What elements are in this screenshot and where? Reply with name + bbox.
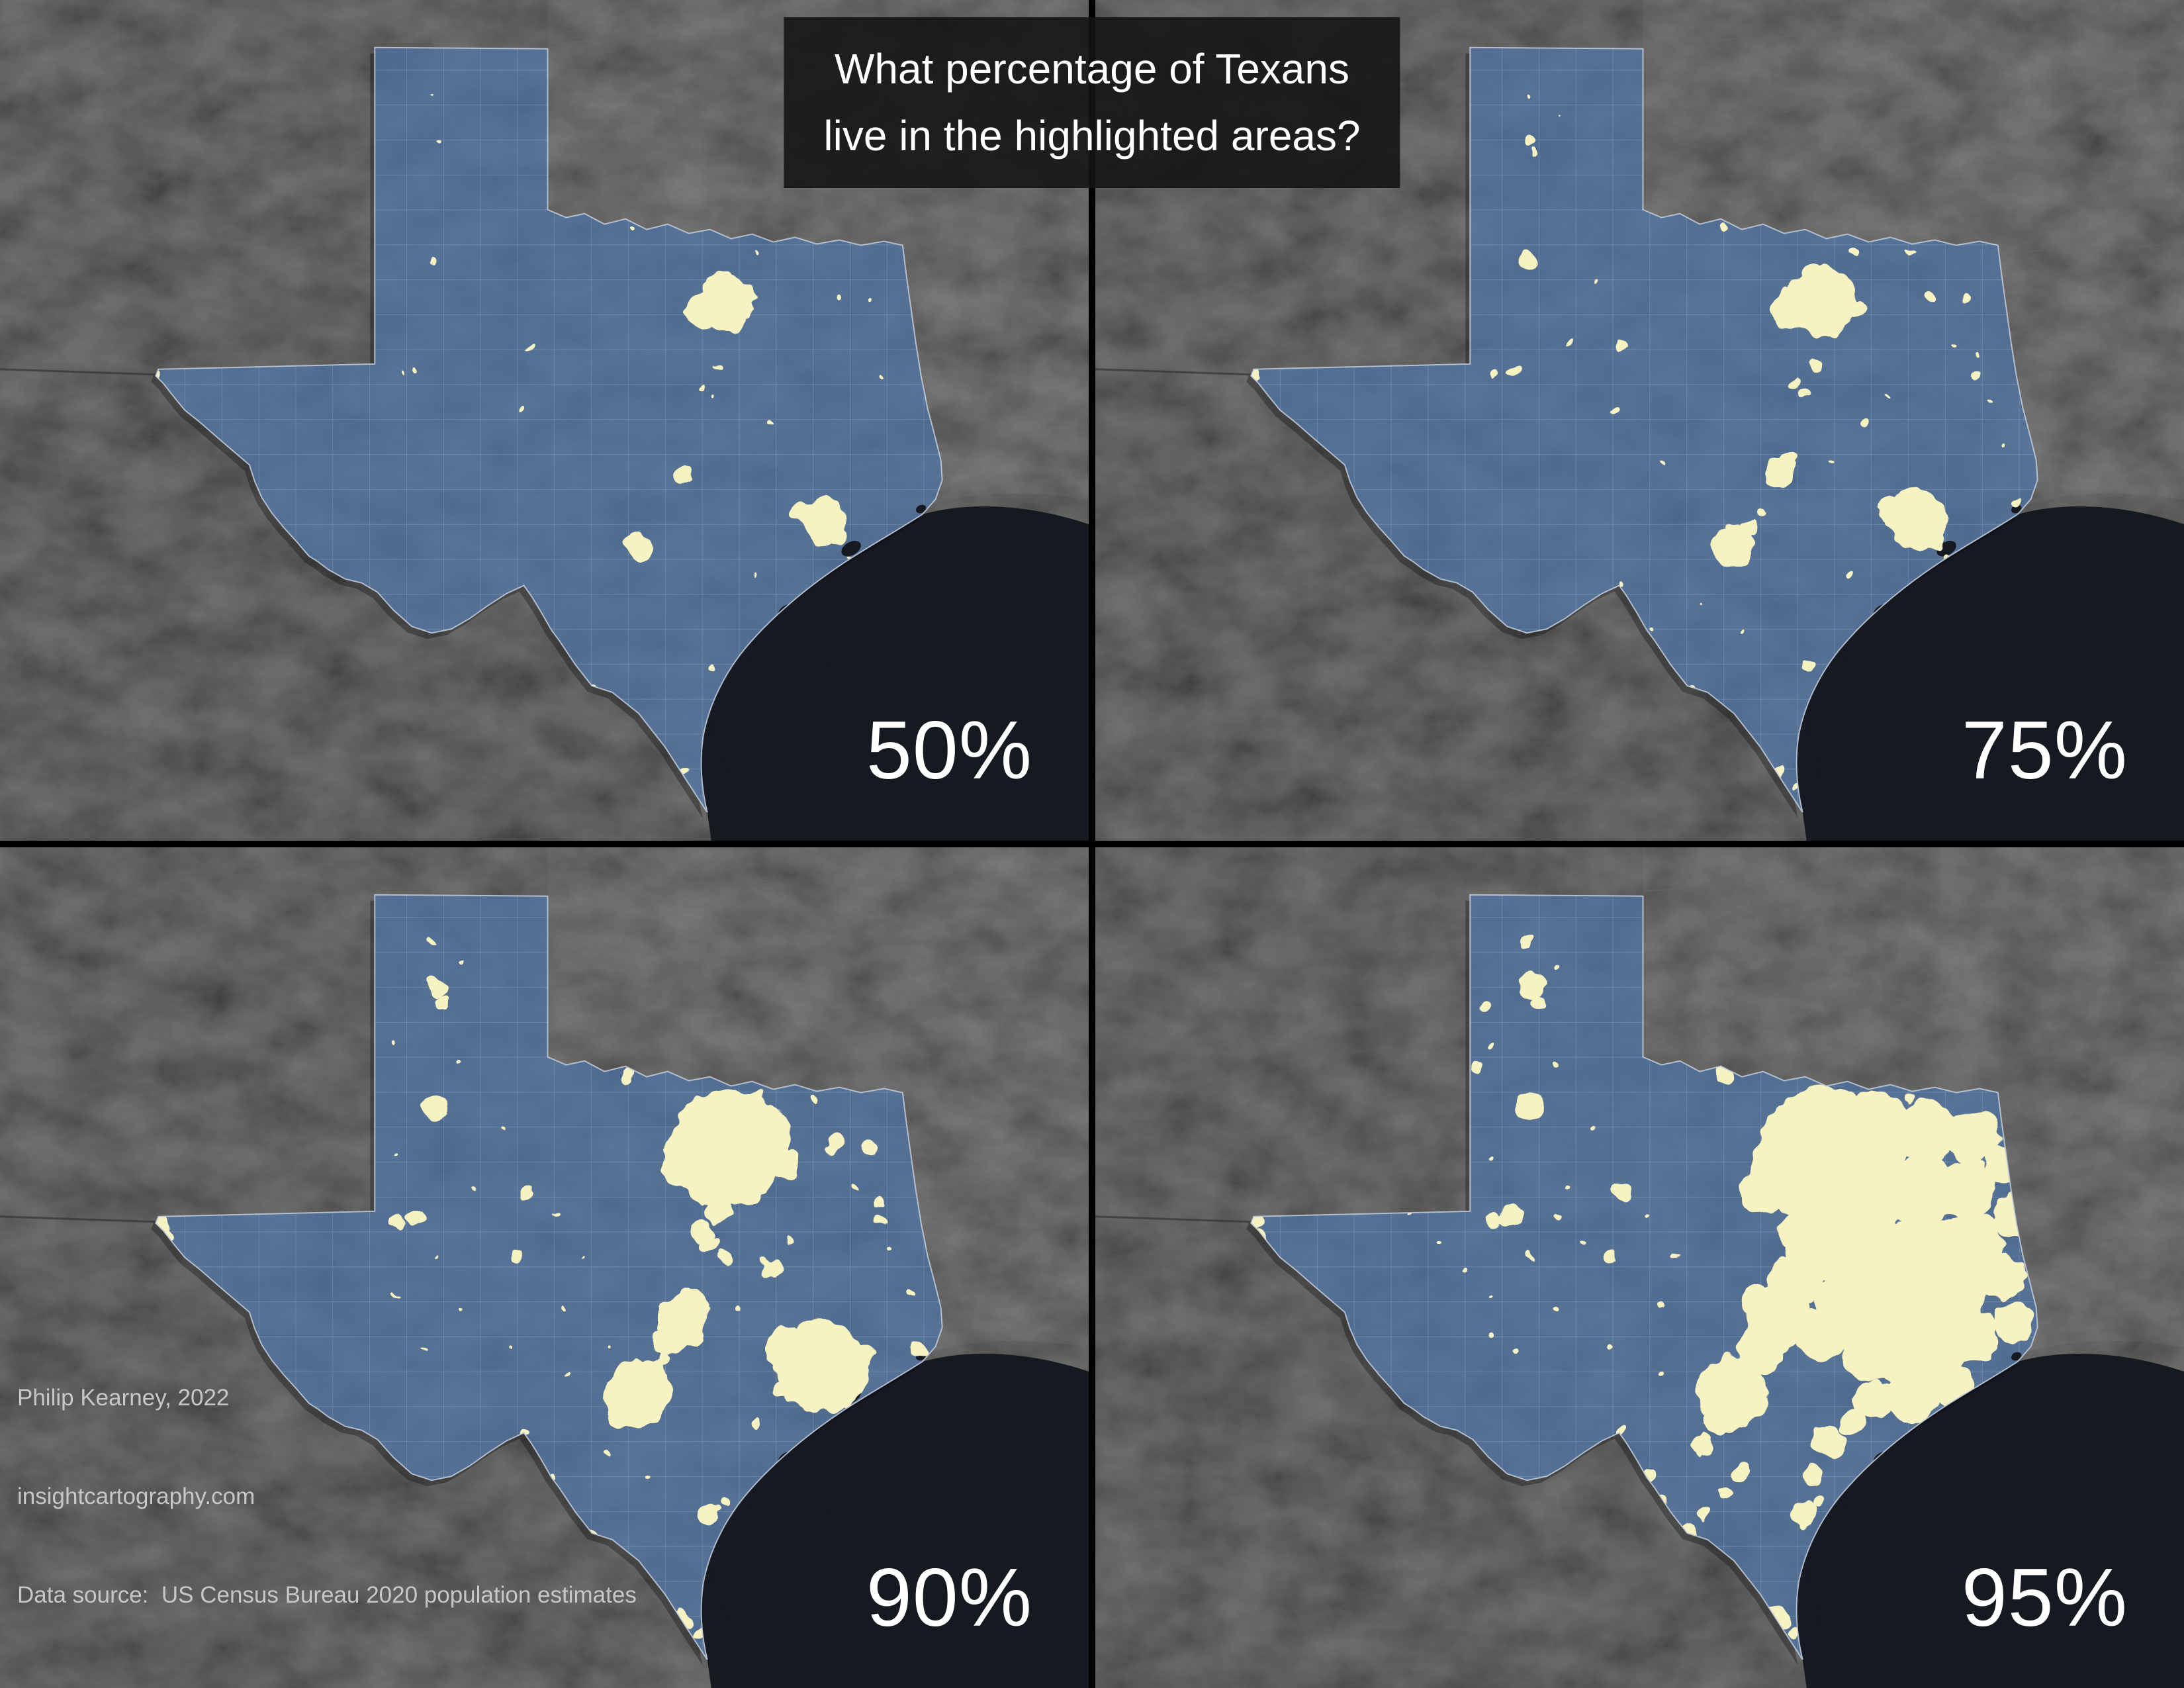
percent-label-90: 90% [866,1552,1032,1644]
credit-source: Data source: US Census Bureau 2020 popul… [17,1581,637,1608]
credits: Philip Kearney, 2022 insightcartography.… [17,1315,637,1677]
texas-map-90-percent [0,847,1089,1688]
percent-label-75: 75% [1961,705,2128,796]
question-title: What percentage of Texans live in the hi… [784,17,1400,189]
credit-author: Philip Kearney, 2022 [17,1384,230,1411]
question-title-line1: What percentage of Texans [835,45,1349,93]
question-title-line2: live in the highlighted areas? [823,112,1361,160]
credit-website: insightcartography.com [17,1483,255,1509]
percent-label-50: 50% [866,705,1032,796]
map-panel-90: 90% [0,847,1089,1688]
map-panel-95: 95% [1095,847,2184,1688]
percent-label-95: 95% [1961,1552,2128,1644]
texas-map-95-percent [1095,847,2184,1688]
